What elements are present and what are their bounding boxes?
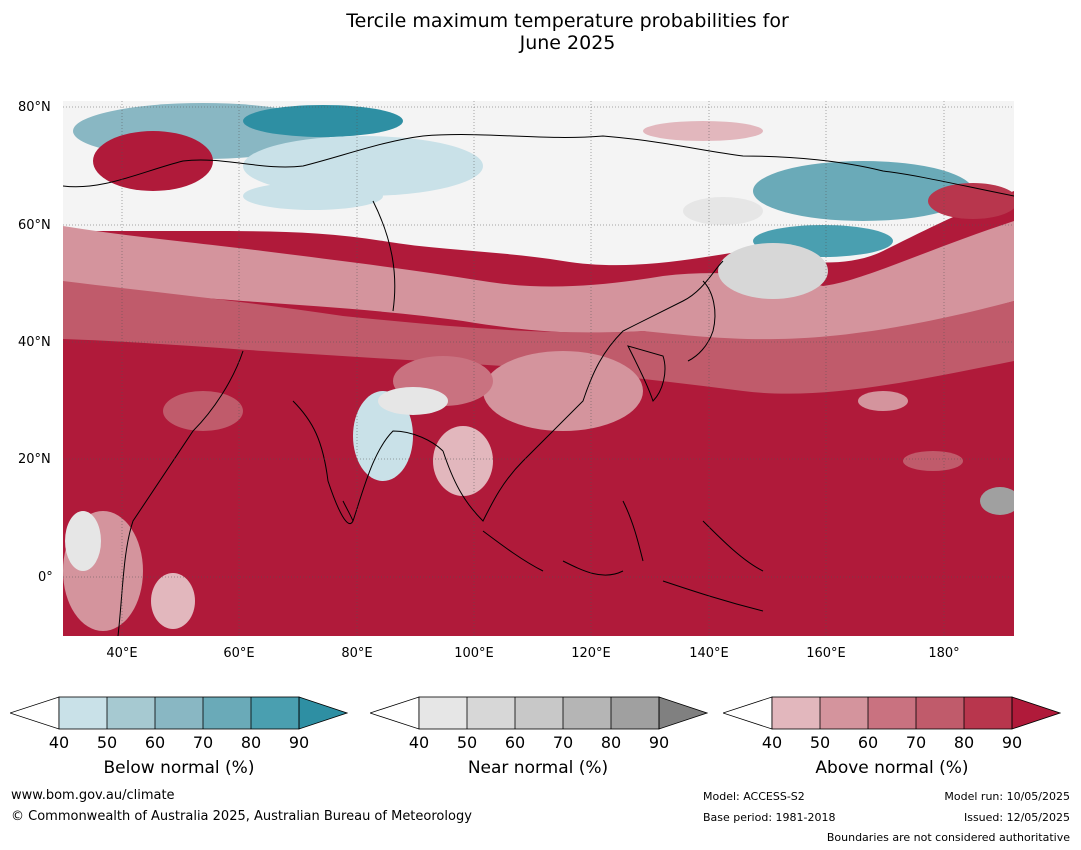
region-below-east-siberia bbox=[753, 161, 973, 221]
near-tick-70: 70 bbox=[552, 733, 574, 752]
lon-label-60e: 60°E bbox=[223, 646, 255, 661]
below-tick-90: 90 bbox=[288, 733, 310, 752]
region-above-chukotka bbox=[928, 183, 1014, 219]
gridlines bbox=[63, 101, 1014, 636]
region-africa-near bbox=[65, 511, 101, 571]
region-transition-band bbox=[63, 221, 1014, 351]
above-tick-50: 50 bbox=[809, 733, 831, 752]
region-below-arctic bbox=[243, 105, 403, 137]
above-tick-70: 70 bbox=[905, 733, 927, 752]
colorbar-near bbox=[370, 696, 708, 730]
coastlines bbox=[63, 134, 1014, 636]
lon-label-80e: 80°E bbox=[341, 646, 373, 661]
lat-label-20n: 20°N bbox=[18, 452, 51, 467]
below-tick-40: 40 bbox=[48, 733, 70, 752]
region-near-northeast bbox=[718, 243, 828, 299]
region-near-patch bbox=[683, 197, 763, 225]
region-myanmar-light bbox=[433, 426, 493, 496]
region-india-near bbox=[378, 387, 448, 415]
chart-title: Tercile maximum temperature probabilitie… bbox=[0, 10, 1081, 54]
region-above-europe bbox=[93, 131, 213, 191]
region-pacific-light bbox=[858, 391, 908, 411]
above-tick-60: 60 bbox=[857, 733, 879, 752]
near-normal-label: Near normal (%) bbox=[467, 758, 609, 778]
lat-label-60n: 60°N bbox=[18, 218, 51, 233]
near-tick-90: 90 bbox=[648, 733, 670, 752]
above-tick-80: 80 bbox=[953, 733, 975, 752]
model-text: Model: ACCESS-S2 bbox=[703, 790, 805, 803]
title-line-2: June 2025 bbox=[519, 32, 616, 54]
lat-label-80n: 80°N bbox=[18, 100, 51, 115]
lat-label-0: 0° bbox=[38, 570, 53, 585]
lon-label-40e: 40°E bbox=[106, 646, 138, 661]
lon-label-100e: 100°E bbox=[454, 646, 494, 661]
below-tick-70: 70 bbox=[192, 733, 214, 752]
website-link[interactable]: www.bom.gov.au/climate bbox=[11, 788, 175, 803]
region-pacific-near bbox=[980, 487, 1014, 515]
below-tick-50: 50 bbox=[96, 733, 118, 752]
region-pacific-light-2 bbox=[903, 451, 963, 471]
lon-label-160e: 160°E bbox=[806, 646, 846, 661]
below-tick-80: 80 bbox=[240, 733, 262, 752]
region-africa-near-2 bbox=[151, 573, 195, 629]
below-tick-60: 60 bbox=[144, 733, 166, 752]
title-line-1: Tercile maximum temperature probabilitie… bbox=[346, 10, 789, 32]
above-normal-label: Above normal (%) bbox=[815, 758, 969, 778]
region-mid-band bbox=[63, 281, 1014, 394]
colorbar-above bbox=[723, 696, 1061, 730]
region-above-arctic-north bbox=[643, 121, 763, 141]
base-period-text: Base period: 1981-2018 bbox=[703, 811, 836, 824]
region-below-urals bbox=[243, 136, 483, 196]
copyright-text: © Commonwealth of Australia 2025, Austra… bbox=[11, 809, 472, 824]
lat-label-40n: 40°N bbox=[18, 335, 51, 350]
issued-text: Issued: 12/05/2025 bbox=[963, 811, 1070, 824]
region-arabia-light bbox=[163, 391, 243, 431]
colorbar-below bbox=[10, 696, 348, 730]
region-below-west-siberia bbox=[243, 182, 383, 210]
lon-label-180: 180° bbox=[928, 646, 960, 661]
near-tick-50: 50 bbox=[456, 733, 478, 752]
near-tick-80: 80 bbox=[600, 733, 622, 752]
lon-label-120e: 120°E bbox=[571, 646, 611, 661]
model-run-text: Model run: 10/05/2025 bbox=[944, 790, 1070, 803]
above-tick-90: 90 bbox=[1001, 733, 1023, 752]
near-tick-40: 40 bbox=[408, 733, 430, 752]
below-normal-label: Below normal (%) bbox=[103, 758, 255, 778]
region-china-light bbox=[483, 351, 643, 431]
probability-map bbox=[63, 101, 1014, 636]
lon-label-140e: 140°E bbox=[689, 646, 729, 661]
boundaries-note: Boundaries are not considered authoritat… bbox=[826, 831, 1070, 844]
above-tick-40: 40 bbox=[761, 733, 783, 752]
near-tick-60: 60 bbox=[504, 733, 526, 752]
